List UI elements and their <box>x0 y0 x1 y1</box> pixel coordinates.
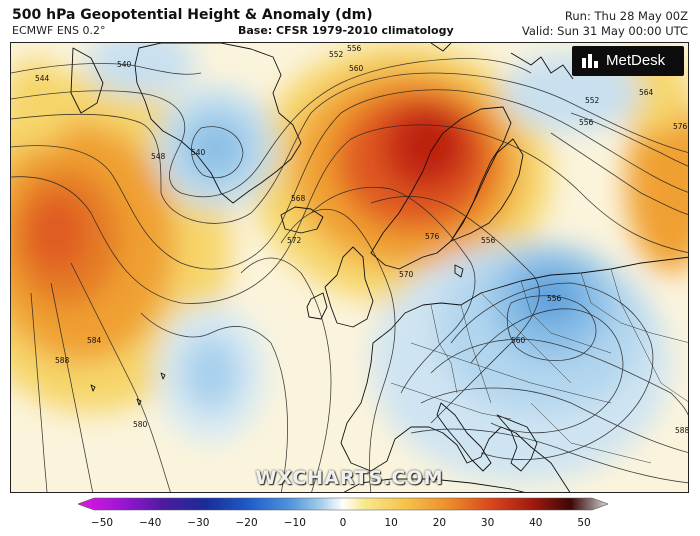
color-scale-tick-label: 50 <box>577 517 591 529</box>
chart-header: 500 hPa Geopotential Height & Anomaly (d… <box>0 0 700 42</box>
contour-label: 552 <box>585 96 600 105</box>
contour-label: 576 <box>425 232 440 241</box>
contour-label: 564 <box>639 88 654 97</box>
model-label: ECMWF ENS 0.2° <box>12 24 106 37</box>
contour-label: 548 <box>151 152 166 161</box>
contour-label: 580 <box>133 420 148 429</box>
contour-label: 570 <box>399 270 414 279</box>
contour-label: 568 <box>291 194 306 203</box>
contour-label: 556 <box>347 44 362 53</box>
anomaly-color-scale: −50 −40 −30 −20 −10 0 10 20 30 40 50 <box>77 496 609 536</box>
run-time-label: Run: Thu 28 May 00Z <box>564 9 688 23</box>
contour-label: 540 <box>117 60 132 69</box>
color-scale-gradient <box>77 497 609 511</box>
color-scale-tick-label: −50 <box>90 517 114 529</box>
metdesk-logo-icon <box>582 54 598 68</box>
wxcharts-watermark: WXCHARTS.COM <box>255 467 444 489</box>
contour-label: 556 <box>547 294 562 303</box>
color-scale-tick-label: −30 <box>187 517 210 529</box>
map-panel[interactable]: 544 540 548 540 552 556 560 568 572 576 … <box>10 42 689 493</box>
color-scale-bar <box>77 497 609 511</box>
color-scale-tick-label: −10 <box>283 517 306 529</box>
contour-label: 556 <box>579 118 594 127</box>
contour-label: 560 <box>349 64 364 73</box>
contour-label: 572 <box>287 236 302 245</box>
metdesk-logo-text: MetDesk <box>606 52 666 69</box>
color-scale-tick-label: 30 <box>480 517 495 529</box>
anomaly-map: 544 540 548 540 552 556 560 568 572 576 … <box>11 43 689 492</box>
contour-label: 540 <box>191 148 206 157</box>
contour-label-group: 544 540 548 540 552 556 560 568 572 576 … <box>35 44 689 435</box>
valid-time-label: Valid: Sun 31 May 00:00 UTC <box>521 24 688 38</box>
height-contours <box>11 58 688 492</box>
color-scale-tick-label: −20 <box>235 517 258 529</box>
contour-label: 552 <box>329 50 344 59</box>
contour-label: 544 <box>35 74 50 83</box>
color-scale-tick-label: 40 <box>529 517 543 529</box>
contour-label: 556 <box>481 236 496 245</box>
climatology-base-label: Base: CFSR 1979-2010 climatology <box>238 24 454 37</box>
contour-label: 588 <box>675 426 689 435</box>
metdesk-logo: MetDesk <box>572 46 684 76</box>
color-scale-tick-label: 20 <box>432 517 447 529</box>
color-scale-tick-label: 0 <box>339 517 347 529</box>
color-scale-tick-label: −40 <box>139 517 162 529</box>
chart-title: 500 hPa Geopotential Height & Anomaly (d… <box>12 7 373 23</box>
contour-label: 588 <box>55 356 70 365</box>
contour-label: 560 <box>511 336 526 345</box>
contour-label: 576 <box>673 122 688 131</box>
contour-label: 584 <box>87 336 102 345</box>
color-scale-tick-label: 10 <box>384 517 398 529</box>
